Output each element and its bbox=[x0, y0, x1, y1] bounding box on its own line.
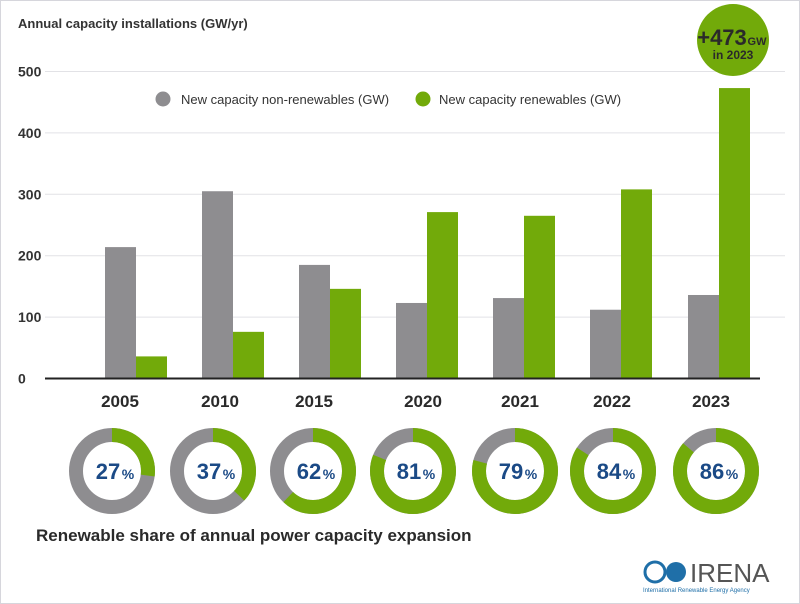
logo-name: IRENA bbox=[690, 558, 770, 588]
bar-non-renewables-2015 bbox=[299, 264, 330, 379]
annotation-unit: GW bbox=[748, 36, 768, 48]
bar-renewables-2010 bbox=[233, 331, 264, 379]
bar-renewables-2015 bbox=[330, 288, 361, 379]
bar-non-renewables-2021 bbox=[493, 298, 524, 379]
legend-marker-non-renewables bbox=[155, 91, 171, 107]
y-tick-label: 300 bbox=[18, 186, 42, 202]
bar-renewables-2022 bbox=[621, 189, 652, 379]
donut-unit: % bbox=[323, 466, 336, 482]
donut-unit: % bbox=[223, 466, 236, 482]
donut-2020: 81% bbox=[370, 428, 456, 514]
y-axis-title: Annual capacity installations (GW/yr) bbox=[18, 16, 248, 31]
bar-non-renewables-2005 bbox=[105, 247, 136, 379]
legend-label-non-renewables: New capacity non-renewables (GW) bbox=[181, 92, 389, 107]
x-tick-label: 2015 bbox=[295, 392, 333, 411]
annotation-badge: +473 GW in 2023 bbox=[697, 4, 769, 76]
donut-segment-renewables bbox=[472, 428, 558, 514]
donut-value: 62 bbox=[297, 459, 321, 484]
donut-unit: % bbox=[726, 466, 739, 482]
legend-marker-renewables bbox=[415, 91, 431, 107]
globe-icon bbox=[666, 562, 686, 582]
bar-non-renewables-2022 bbox=[590, 309, 621, 379]
irena-logo: IRENA International Renewable Energy Age… bbox=[643, 558, 770, 594]
y-tick-label: 400 bbox=[18, 125, 42, 141]
donut-unit: % bbox=[122, 466, 135, 482]
donut-2021: 79% bbox=[472, 428, 558, 514]
bar-non-renewables-2020 bbox=[396, 302, 427, 379]
annotation-value: +473 bbox=[697, 25, 747, 50]
bar-renewables-2021 bbox=[524, 215, 555, 379]
donut-value: 37 bbox=[197, 459, 221, 484]
donut-unit: % bbox=[423, 466, 436, 482]
donut-segment-renewables bbox=[570, 428, 656, 514]
bar-renewables-2023 bbox=[719, 88, 750, 379]
bar-non-renewables-2010 bbox=[202, 191, 233, 379]
y-tick-label: 200 bbox=[18, 248, 42, 264]
y-tick-label: 0 bbox=[18, 371, 26, 387]
x-tick-label: 2022 bbox=[593, 392, 631, 411]
donut-value: 81 bbox=[397, 459, 421, 484]
donut-2022: 84% bbox=[570, 428, 656, 514]
donut-segment-renewables bbox=[673, 428, 759, 514]
donut-2015: 62% bbox=[270, 428, 356, 514]
logo-tagline: International Renewable Energy Agency bbox=[643, 588, 750, 594]
y-tick-label: 500 bbox=[18, 64, 42, 80]
globe-icon bbox=[643, 560, 667, 584]
annotation-text: in 2023 bbox=[713, 48, 754, 62]
x-tick-label: 2020 bbox=[404, 392, 442, 411]
donut-2010: 37% bbox=[170, 428, 256, 514]
donut-segment-renewables bbox=[370, 428, 456, 514]
donut-unit: % bbox=[525, 466, 538, 482]
legend-label-renewables: New capacity renewables (GW) bbox=[439, 92, 621, 107]
bar-renewables-2005 bbox=[136, 356, 167, 379]
donut-unit: % bbox=[623, 466, 636, 482]
donut-segment-renewables bbox=[270, 428, 356, 514]
donut-section-title: Renewable share of annual power capacity… bbox=[36, 526, 472, 545]
donut-value: 86 bbox=[700, 459, 724, 484]
donut-segment-renewables bbox=[170, 428, 256, 514]
bar-renewables-2020 bbox=[427, 212, 458, 379]
x-tick-label: 2010 bbox=[201, 392, 239, 411]
donut-segment-renewables bbox=[69, 428, 155, 514]
y-tick-label: 100 bbox=[18, 309, 42, 325]
x-tick-label: 2021 bbox=[501, 392, 539, 411]
x-tick-label: 2023 bbox=[692, 392, 730, 411]
x-tick-label: 2005 bbox=[101, 392, 139, 411]
donut-value: 84 bbox=[597, 459, 622, 484]
donut-2005: 27% bbox=[69, 428, 155, 514]
donut-2023: 86% bbox=[673, 428, 759, 514]
bar-non-renewables-2023 bbox=[688, 294, 719, 379]
donut-value: 79 bbox=[499, 459, 523, 484]
legend: New capacity non-renewables (GW) New cap… bbox=[155, 91, 621, 107]
donut-value: 27 bbox=[96, 459, 120, 484]
